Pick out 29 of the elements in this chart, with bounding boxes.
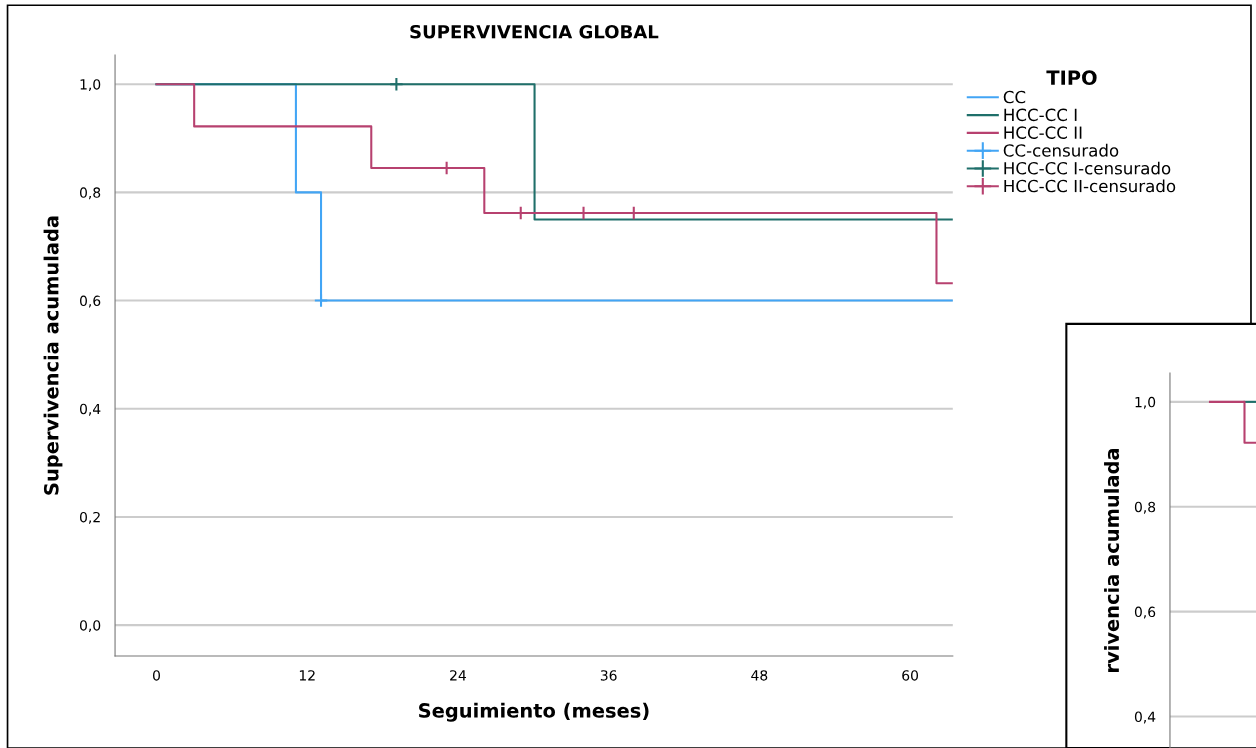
legend-label: HCC-CC I-censurado: [1004, 161, 1171, 175]
y-tick-label: 0,8: [79, 187, 101, 200]
x-tick-label: 24: [450, 670, 466, 681]
y-tick-label: 0,4: [79, 403, 101, 416]
y-tick-label: 0,4: [1134, 711, 1156, 724]
y-axis-title: rvivencia acumulada: [1104, 448, 1120, 672]
legend-label: HCC-CC II: [1004, 126, 1082, 139]
y-tick-label: 1,0: [1135, 396, 1156, 409]
y-tick-label: 1,0: [80, 79, 101, 92]
y-axis-title: Supervivencia acumulada: [43, 216, 63, 495]
chart-title: SUPERVIVENCIA GLOBAL: [410, 24, 659, 39]
point: [313, 293, 329, 308]
legend-label: HCC-CC I: [1004, 108, 1077, 122]
legend-label: HCC-CC II-censurado: [1004, 179, 1176, 193]
y-tick-label: 0,8: [1134, 501, 1156, 514]
y-tick-label: 0,6: [1134, 606, 1156, 619]
y-tick-label: 0,6: [79, 295, 101, 308]
x-tick-label: 48: [751, 670, 768, 681]
y-tick-label: 0,2: [79, 511, 100, 524]
point: [389, 76, 404, 92]
x-axis-title: Seguimiento (meses): [419, 702, 649, 722]
x-tick-label: 0: [152, 670, 160, 681]
x-tick-label: 60: [902, 670, 919, 681]
legend-title: TIPO: [1046, 70, 1097, 86]
x-tick-label: 12: [299, 670, 315, 681]
legend-label: CC: [1003, 90, 1026, 104]
x-tick-label: 36: [600, 670, 617, 681]
y-tick-label: 0,0: [79, 620, 101, 633]
legend-label: CC-censurado: [1003, 143, 1119, 157]
